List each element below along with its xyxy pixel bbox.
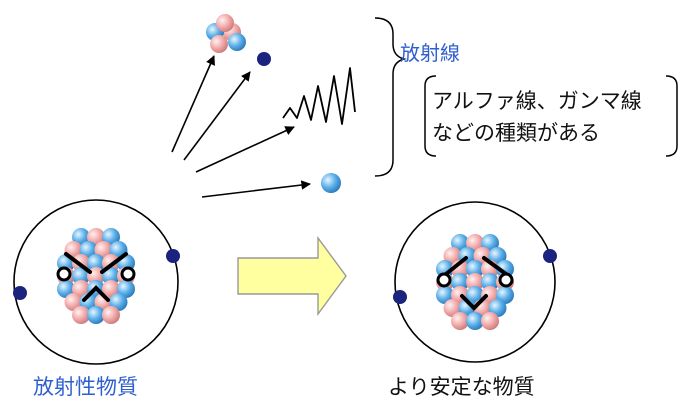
note-brackets [424,75,678,157]
proton [466,273,484,291]
alpha-particle-icon [206,14,246,53]
neutron [117,280,135,298]
neutron [466,286,484,304]
proton [443,299,462,317]
unstable-atom [13,199,180,365]
proton [451,312,469,330]
proton [481,312,499,330]
neutron [109,293,128,311]
stable-eyes [436,272,514,288]
radiation-types-note-line2: などの種類がある [432,121,600,145]
electron [393,290,407,304]
right-arrow-icon [237,235,347,317]
neutron [87,254,105,272]
stable-atom [393,201,557,363]
electron-particle-icon [257,52,271,66]
emission-arrows [171,55,311,198]
electron [543,249,557,263]
proton [94,241,113,259]
arrow-beta [183,71,251,161]
proton [72,280,90,298]
neutron-particle-icon [321,173,341,193]
neutron [57,280,75,298]
neutron [488,299,507,317]
neutron [79,241,98,259]
arrow-gamma [195,126,295,173]
neutron [87,306,105,324]
neutron [496,286,514,304]
proton [466,234,484,252]
radiation-brace [374,17,407,177]
electron [13,286,27,300]
proton [87,228,105,246]
electron-orbit [394,201,556,363]
neutron [72,267,90,285]
gamma-wave-icon [282,67,356,125]
proton [72,306,90,324]
stable-face [444,256,508,311]
neutron [488,247,507,265]
radioactive-substance-caption: 放射性物質 [33,375,138,399]
neutron [102,267,120,285]
proton [64,293,83,311]
proton [443,247,462,265]
neutron [481,234,499,252]
neutron [436,286,454,304]
neutron [466,260,484,278]
neutron [451,273,469,291]
proton [102,306,120,324]
stable-substance-caption: より安定な物質 [388,375,535,399]
proton [102,280,120,298]
neutron [102,228,120,246]
radiation-types-note-line1: アルファ線、ガンマ線 [432,89,642,113]
electron-orbit [13,199,179,365]
arrow-neutron [201,180,311,198]
radiation-title: 放射線 [400,41,460,65]
neutron [72,228,90,246]
neutron [466,312,484,330]
unstable-eyes [56,266,136,282]
neutron [451,234,469,252]
electron [166,249,180,263]
proton [481,286,499,304]
unstable-face [64,252,128,302]
neutron [481,273,499,291]
arrow-alpha [171,55,215,153]
